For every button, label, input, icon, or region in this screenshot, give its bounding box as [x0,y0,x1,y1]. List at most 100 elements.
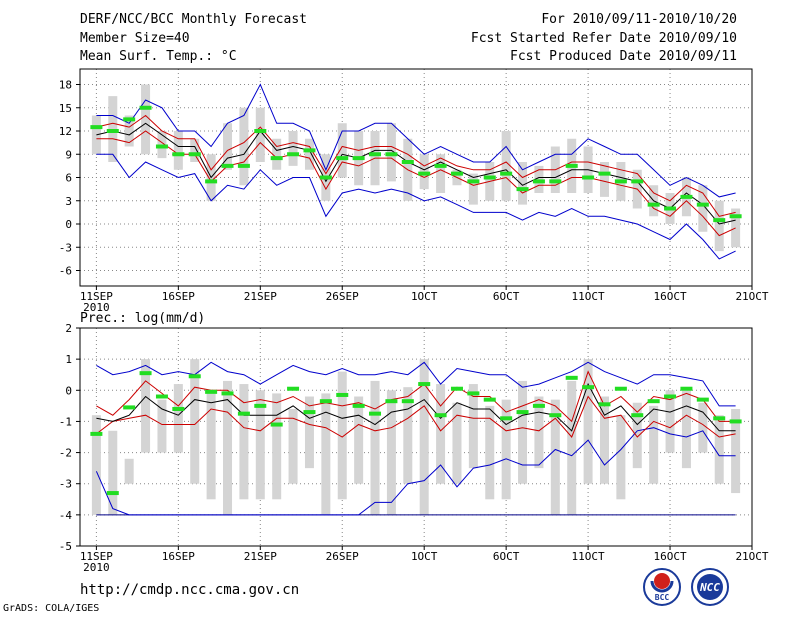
observed-marker [270,422,283,427]
y-tick-label: -2 [59,447,72,460]
spread-box [518,380,528,484]
spread-box [304,396,314,469]
x-tick-label: 1OCT [411,550,438,563]
observed-marker [205,179,218,184]
x-tick-label: 26SEP [326,550,359,563]
observed-marker [254,129,267,133]
observed-marker [565,375,578,380]
spread-box [468,173,478,205]
spread-box [337,371,347,500]
observed-marker [106,491,119,496]
bcc-logo-text: BCC [655,593,670,602]
spread-box [108,430,118,515]
y-tick-label: 15 [59,102,72,115]
spread-box [485,405,495,500]
upper-quartile-line [96,370,736,423]
y-tick-label: -4 [59,509,73,522]
spread-box [649,405,659,484]
spread-box [698,185,708,232]
observed-marker [614,386,627,391]
spread-box [550,399,560,515]
x-tick-label: 21OCT [735,550,768,563]
spread-box [321,393,331,515]
observed-marker [319,175,332,180]
observed-marker [434,413,447,418]
y-tick-label: 18 [59,79,72,92]
observed-marker [385,152,398,157]
observed-marker [532,179,545,184]
y-tick-label: 1 [65,353,72,366]
observed-marker [139,105,152,110]
forecast-start-date: Fcst Started Refer Date 2010/09/10 [470,31,737,46]
observed-marker [631,179,644,184]
spread-box [141,84,151,155]
observed-marker [467,179,480,184]
spread-box [468,384,478,469]
spread-box [452,402,462,484]
observed-marker [680,194,693,199]
observed-marker [319,399,332,404]
observed-marker [188,374,201,379]
spread-box [173,131,183,170]
spread-box [190,359,200,484]
spread-box [239,107,249,186]
observed-marker [664,206,677,211]
spread-box [632,402,642,469]
spread-box [223,380,233,515]
envelope-min-line [95,427,736,516]
observed-marker [664,394,677,399]
forecast-period: For 2010/09/11-2010/10/20 [541,12,737,27]
observed-marker [647,202,660,207]
spread-box [124,115,134,147]
x-tick-label: 1OCT [411,290,438,303]
observed-marker [188,152,201,157]
observed-marker [483,397,496,402]
spread-box [223,123,233,170]
x-tick-label: 16SEP [162,550,195,563]
observed-marker [90,125,103,130]
observed-marker [123,117,136,122]
plot-frame [79,327,753,547]
observed-marker [352,403,365,408]
observed-marker [434,163,447,168]
observed-marker [549,413,562,418]
observed-marker [565,163,578,168]
y-tick-label: -5 [59,540,72,553]
spread-box [599,162,609,197]
spread-box [272,138,282,170]
x-tick-label: 21SEP [244,550,277,563]
observed-marker [713,218,726,223]
observed-marker [729,419,742,424]
spread-box [239,384,249,500]
grads-credit: GrADS: COLA/IGES [3,603,100,614]
spread-box [501,131,511,201]
member-size-label: Member Size=40 [80,31,190,46]
spread-box [386,390,396,515]
x-tick-label: 16SEP [162,290,195,303]
observed-marker [205,389,218,394]
observed-marker [467,391,480,396]
observed-marker [287,152,300,157]
observed-marker [385,399,398,404]
observed-marker [532,403,545,408]
y-tick-label: 9 [65,148,72,161]
observed-marker [614,179,627,184]
spread-box [157,399,167,453]
spread-box [567,380,577,515]
observed-marker [369,152,382,157]
panel-title: Prec.: log(mm/d) [80,311,205,326]
spread-box [370,380,380,515]
ncc-logo-text: NCC [699,581,720,594]
y-tick-label: 3 [65,195,72,208]
observed-marker [598,402,611,407]
observed-marker [270,156,283,161]
observed-marker [336,156,349,161]
x-tick-sublabel: 2010 [83,301,110,314]
observed-marker [287,386,300,391]
observed-marker [336,392,349,397]
observed-marker [418,171,431,176]
spread-box [436,384,446,484]
observed-marker [680,386,693,391]
spread-box [173,384,183,453]
spread-box [665,390,675,453]
